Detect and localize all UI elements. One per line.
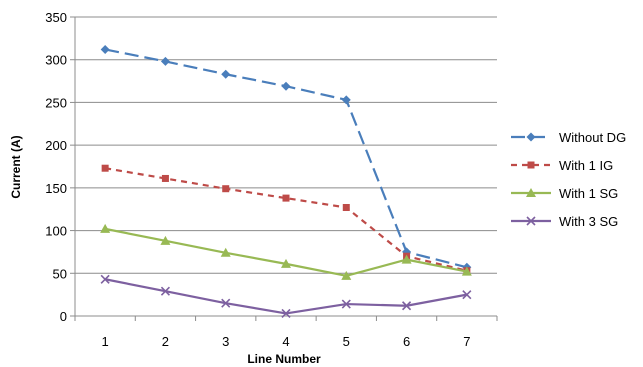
x-tick-label: 7 <box>463 334 470 349</box>
data-point <box>402 301 412 311</box>
y-tick-label: 350 <box>45 10 67 25</box>
y-tick-label: 100 <box>45 224 67 239</box>
data-point <box>401 254 412 264</box>
x-tick-label: 4 <box>282 334 289 349</box>
y-tick-label: 200 <box>45 138 67 153</box>
marker-stroke <box>221 298 231 308</box>
data-point <box>341 270 352 280</box>
gridlines <box>75 16 497 274</box>
marker-stroke <box>341 299 351 309</box>
legend-item: Without DG <box>511 130 626 145</box>
marker-stroke <box>160 286 170 296</box>
legend-label: With 1 IG <box>559 158 613 173</box>
y-tick-label: 300 <box>45 53 67 68</box>
series-line <box>104 227 468 277</box>
marker-stroke <box>402 301 412 311</box>
y-axis-label: Current (A) <box>9 135 23 198</box>
x-tick-label: 3 <box>222 334 229 349</box>
data-point <box>220 247 231 257</box>
legend-item: With 1 SG <box>511 186 618 201</box>
series-without-dg <box>100 44 472 272</box>
data-point <box>282 194 290 202</box>
series-line <box>104 278 468 315</box>
x-axis-label: Line Number <box>247 352 321 366</box>
data-point <box>461 266 472 276</box>
data-point <box>160 235 171 245</box>
series-line <box>104 167 468 272</box>
data-point <box>281 81 291 91</box>
series-with-3-sg <box>100 274 472 319</box>
data-point <box>100 223 111 233</box>
series-with-1-ig <box>101 164 471 275</box>
legend: Without DG With 1 IG With 1 SG With 3 SG <box>511 130 626 229</box>
data-point <box>462 290 472 300</box>
data-point <box>222 185 230 193</box>
y-tick-label: 150 <box>45 181 67 196</box>
legend-marker <box>526 188 536 197</box>
marker-stroke <box>526 216 536 226</box>
data-point <box>341 95 351 105</box>
data-point <box>160 286 170 296</box>
legend-marker <box>527 161 535 169</box>
data-point <box>221 69 231 79</box>
legend-label: Without DG <box>559 130 626 145</box>
x-tick-label: 6 <box>403 334 410 349</box>
legend-marker <box>526 132 536 142</box>
data-point <box>100 274 110 284</box>
legend-label: With 3 SG <box>559 214 618 229</box>
series-with-1-sg <box>100 223 472 280</box>
x-tick-label: 2 <box>162 334 169 349</box>
y-tick-label: 250 <box>45 95 67 110</box>
series-group <box>100 44 472 319</box>
data-point <box>341 299 351 309</box>
legend-item: With 3 SG <box>511 214 618 229</box>
x-axis-ticks: 1 2 3 4 5 6 7 <box>74 316 498 349</box>
data-point <box>281 308 291 319</box>
legend-marker <box>526 216 536 226</box>
marker-stroke <box>462 290 472 300</box>
legend-item: With 1 IG <box>511 158 613 173</box>
y-axis-ticks: 0 50 100 150 200 250 300 350 <box>45 10 75 324</box>
y-tick-label: 0 <box>60 309 67 324</box>
marker-stroke <box>100 274 110 284</box>
data-point <box>160 56 170 66</box>
data-point <box>281 258 291 268</box>
data-point <box>101 164 109 172</box>
marker-stroke <box>281 308 291 319</box>
y-tick-label: 50 <box>53 266 67 281</box>
data-point <box>342 204 350 212</box>
x-tick-label: 1 <box>102 334 109 349</box>
x-tick-label: 5 <box>343 334 350 349</box>
legend-label: With 1 SG <box>559 186 618 201</box>
data-point <box>100 44 110 54</box>
axes <box>74 17 497 317</box>
data-point <box>161 174 169 182</box>
data-point <box>221 298 231 308</box>
